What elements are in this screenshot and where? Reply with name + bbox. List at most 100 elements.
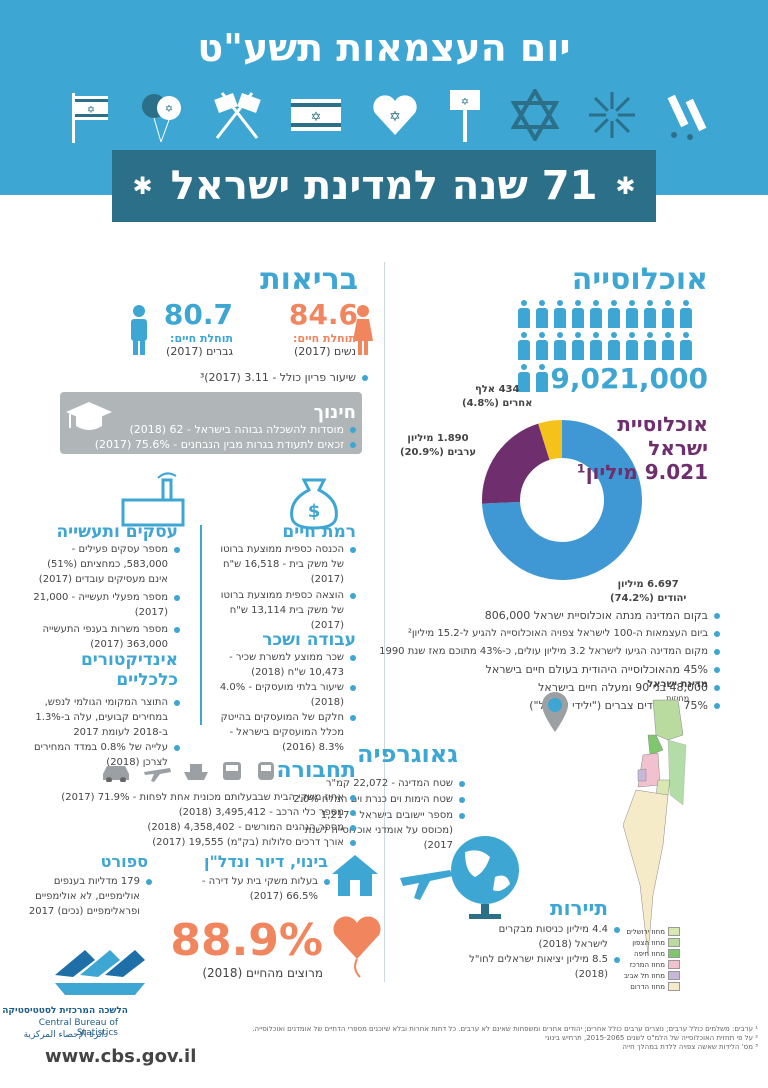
housing-line: בעלות משקי בית על דירה - 66.5% (2017): [188, 874, 330, 904]
population-people-icons: [518, 300, 708, 392]
legend-item: מחוז הצפון: [600, 938, 680, 947]
population-fact: מקום המדינה הגיעו לישראל 3.2 מיליון עולי…: [379, 646, 720, 657]
flag-pole-icon: ✡: [72, 92, 108, 143]
living-line: הכנסה כספית ממוצעת ברוטו של משק בית - 16…: [209, 542, 356, 587]
pie-title-line3: 9.021 מיליון¹: [576, 460, 708, 484]
transport-icons: [100, 760, 278, 784]
person-icon: [536, 364, 548, 392]
men-life-sub: גברים (2017): [166, 345, 233, 358]
population-total: 9,021,000: [550, 362, 708, 395]
population-title: אוכלוסייה: [571, 262, 708, 297]
geography-line: שטח הימות וים כנרת וים המלח 2.0%: [293, 794, 465, 805]
person-icon: [590, 332, 602, 360]
location-pin-icon: [542, 692, 568, 732]
map-legend: מחוז ירושלים מחוז הצפון מחוז חיפה מחוז ה…: [600, 925, 680, 993]
jews-value: 6.697 מיליון: [617, 579, 679, 590]
star-icon: ✱: [615, 172, 636, 200]
header-icons: ✡ ✡ ✡ ✡ ✡: [70, 80, 710, 150]
star-of-david-icon: [510, 89, 559, 141]
population-fact: 45% מהאוכלוסייה היהודית בעולם חיים בישרא…: [485, 663, 721, 676]
airplane-icon: [400, 870, 453, 900]
others-sub: אחרים (4.8%): [462, 398, 533, 409]
svg-text:✡: ✡: [311, 110, 322, 125]
flag-sign-icon: ✡: [449, 89, 480, 142]
population-pie-chart: [482, 420, 642, 580]
pie-slice-arabs: [482, 423, 550, 504]
israel-map: [622, 699, 687, 956]
legend-item: מחוז ירושלים: [600, 927, 680, 936]
bus-icon: [223, 762, 241, 780]
svg-text:✡: ✡: [87, 105, 95, 116]
education-line: זכאים לתעודת בגרות מבין הנבחנים - 75.6% …: [94, 438, 357, 451]
balloons-icon: ✡: [141, 93, 181, 142]
indicators-line: עלייה של 0.8% במדד המחירים לצרכן (2018): [30, 740, 180, 770]
person-icon: [680, 332, 692, 360]
health-title: בריאות: [260, 262, 358, 297]
woman-icon: [353, 305, 373, 355]
svg-text:$: $: [308, 501, 321, 522]
website-link[interactable]: www.cbs.gov.il: [45, 1046, 197, 1067]
ribbon-text: 71 שנה למדינת ישראל: [170, 163, 598, 209]
education-box: [60, 392, 362, 454]
pie-label-arabs: 1.890 מיליון ערבים (20.9%): [400, 432, 476, 460]
pie-title-line2: ישראל: [648, 436, 708, 460]
indicators-title: אינדיקטורים כלכליים: [80, 650, 178, 690]
satisfaction-label: מרוצים מהחיים (2018): [202, 966, 323, 980]
money-bag-icon: $: [290, 478, 338, 530]
women-life-expectancy: 84.6: [288, 298, 358, 331]
person-icon: [518, 300, 530, 328]
svg-text:✡: ✡: [389, 109, 401, 125]
women-life-sub: נשים (2017): [293, 345, 356, 358]
man-icon: [131, 305, 147, 355]
column-divider: [384, 262, 385, 982]
men-life-label: תוחלת חיים:: [170, 332, 233, 345]
person-icon: [626, 332, 638, 360]
map-subtitle: מחוזות: [666, 694, 690, 703]
factory-icon: [121, 472, 185, 527]
population-fact: 75% מהיהודים צברים ("ילידי ישראל"): [529, 699, 720, 712]
population-fact: 48,000 בני 90 ומעלה חיים בישראל: [538, 681, 720, 694]
person-icon: [518, 332, 530, 360]
business-line: מספר מפעלי תעשייה - 21,000 (2017): [30, 590, 180, 620]
heart-balloon-icon: [333, 916, 381, 978]
person-icon: [572, 300, 584, 328]
footnote: ³ מס' הלידות שאשה צפויה ללדת במהלך חייה: [622, 1043, 758, 1051]
education-title: חינוך: [313, 402, 356, 423]
arabs-sub: ערבים (20.9%): [400, 447, 477, 458]
population-fact: ביום העצמאות ה-100 לישראל צפויה האוכלוסי…: [407, 628, 721, 639]
education-line: מוסדות להשכלה גבוהה בישראל - 62 (2018): [129, 423, 356, 436]
svg-text:✡: ✡: [165, 104, 173, 115]
person-icon: [608, 300, 620, 328]
geography-line: מספר יישובים בישראל - 1,217 (מכוסס על או…: [293, 808, 465, 853]
transport-line: מספר הנהגים המורשים - 4,358,402 (2018): [147, 822, 356, 833]
star-icon: ✱: [132, 172, 153, 200]
car-icon: [103, 766, 129, 782]
page-title: יום העצמאות תשע"ט: [197, 26, 571, 70]
men-life-expectancy: 80.7: [163, 298, 233, 331]
work-title: עבודה ושכר: [262, 630, 356, 650]
person-icon: [662, 300, 674, 328]
pie-label-jews: 6.697 מיליון יהודים (74.2%): [610, 578, 686, 606]
house-icon: [332, 855, 378, 896]
arabs-value: 1.890 מיליון: [407, 433, 469, 444]
living-line: הוצאה כספית ממוצעת ברוטו של משק בית 13,1…: [209, 588, 356, 633]
person-icon: [662, 332, 674, 360]
person-icon: [518, 364, 530, 392]
person-icon: [680, 300, 692, 328]
others-value: 434 אלף: [475, 384, 520, 395]
pie-title: אוכלוסיית ישראל 9.021 מיליון¹: [577, 412, 708, 484]
globe-icon: [451, 836, 519, 919]
svg-text:✡: ✡: [461, 97, 469, 108]
indicators-line: התוצר המקומי הגולמי לנפש, במחירים קבועים…: [30, 695, 180, 740]
work-line: חלקם של המועסקים בהייטק מכלל המועסקים בי…: [209, 710, 356, 755]
work-line: שיעור בלתי מועסקים - 4.0% (2018): [209, 680, 356, 710]
business-line: מספר עסקים פעילים - 583,000, כמחציתם (51…: [30, 542, 180, 587]
women-life-label: תוחלת חיים:: [293, 332, 356, 345]
fertility-rate: שיעור פריון כולל - 3.11 (2017)³: [199, 371, 369, 384]
cbs-logo: [55, 950, 145, 995]
population-fact: בקום המדינה מנתה אוכלוסיית ישראל 806,000: [484, 609, 721, 622]
geography-line: שטח המדינה - 22,072 קמ"ר: [293, 776, 465, 791]
geography-title: גאוגרפיה: [357, 740, 458, 768]
person-icon: [554, 332, 566, 360]
